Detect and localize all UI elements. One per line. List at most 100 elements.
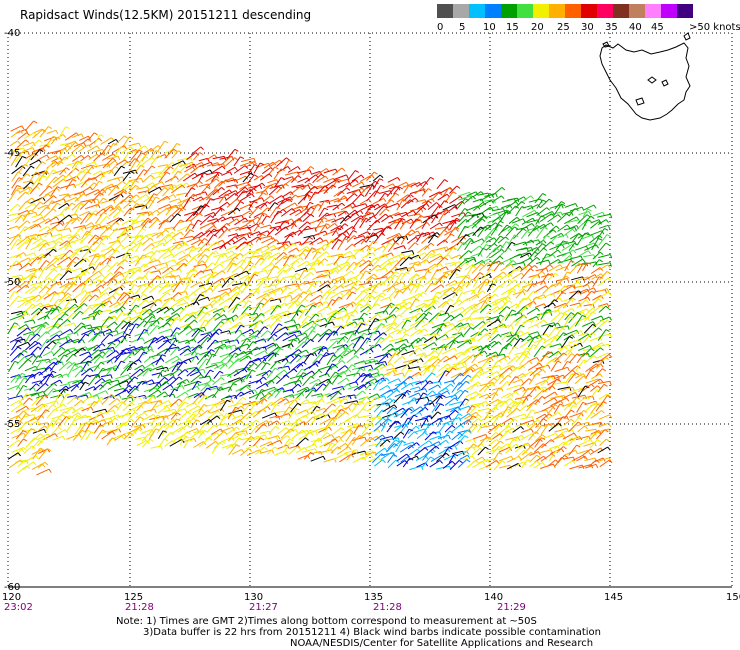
wind-barb-tick bbox=[493, 243, 498, 247]
wind-barb bbox=[381, 215, 391, 223]
wind-barb bbox=[239, 244, 249, 252]
wind-barb-tick bbox=[198, 344, 203, 349]
wind-barb-tick bbox=[507, 355, 511, 360]
wind-barb bbox=[255, 233, 263, 243]
wind-barb-tick bbox=[167, 340, 172, 344]
wind-barb-tick bbox=[145, 205, 148, 210]
wind-barb bbox=[71, 271, 84, 280]
wind-barb bbox=[526, 219, 538, 224]
wind-barb bbox=[528, 251, 536, 260]
wind-barb bbox=[16, 341, 29, 348]
wind-barb bbox=[192, 294, 201, 306]
wind-barb-tick bbox=[557, 214, 562, 218]
wind-barb-tick bbox=[254, 273, 259, 277]
wind-barb-tick bbox=[541, 215, 546, 218]
wind-barb bbox=[128, 142, 140, 147]
wind-barb bbox=[582, 280, 593, 288]
wind-barb bbox=[399, 333, 407, 342]
wind-barb bbox=[408, 274, 416, 286]
wind-barb-tick bbox=[358, 189, 362, 194]
wind-barb-tick bbox=[505, 236, 509, 240]
wind-barb-tick bbox=[197, 346, 202, 350]
wind-barb-tick bbox=[515, 333, 520, 337]
wind-barb bbox=[302, 267, 315, 273]
wind-barb-tick bbox=[248, 306, 252, 310]
wind-barb-tick bbox=[324, 258, 329, 262]
wind-barb-tick bbox=[259, 222, 265, 226]
wind-barb bbox=[141, 220, 149, 229]
wind-barb bbox=[88, 210, 97, 217]
wind-barb bbox=[561, 249, 574, 257]
wind-barb bbox=[394, 305, 405, 313]
wind-barb-tick bbox=[181, 184, 186, 189]
wind-barb bbox=[85, 203, 99, 210]
wind-barb bbox=[43, 279, 53, 288]
wind-barb-tick bbox=[471, 278, 476, 282]
wind-barb bbox=[108, 228, 117, 238]
wind-barb-tick bbox=[96, 145, 100, 150]
wind-barb-tick bbox=[494, 293, 499, 297]
wind-barb bbox=[297, 225, 309, 236]
wind-barb bbox=[156, 266, 167, 271]
wind-barb-tick bbox=[82, 347, 86, 352]
wind-barb bbox=[301, 320, 314, 329]
wind-barb bbox=[399, 256, 410, 267]
wind-barb bbox=[191, 346, 199, 356]
wind-barb bbox=[359, 303, 369, 309]
wind-barb-tick bbox=[34, 236, 38, 241]
wind-barb bbox=[64, 281, 74, 288]
wind-barb bbox=[462, 237, 471, 246]
wind-barb-tick bbox=[577, 281, 581, 286]
wind-barbs bbox=[7, 120, 613, 476]
wind-barb-tick bbox=[495, 193, 498, 198]
wind-barb-tick bbox=[283, 286, 287, 290]
wind-barb-tick bbox=[67, 194, 71, 198]
wind-barb-tick bbox=[85, 270, 90, 274]
wind-barb bbox=[477, 316, 489, 320]
wind-barb bbox=[466, 205, 478, 212]
wind-barb-tick bbox=[265, 270, 269, 275]
wind-barb bbox=[414, 317, 425, 328]
wind-barb-tick bbox=[342, 337, 346, 342]
wind-barb bbox=[24, 154, 33, 167]
wind-barb bbox=[105, 143, 114, 155]
wind-barb bbox=[253, 174, 262, 181]
wind-barb bbox=[533, 280, 544, 285]
wind-barb bbox=[597, 288, 608, 293]
wind-barb bbox=[186, 183, 196, 188]
wind-barb bbox=[577, 214, 588, 225]
wind-barb-tick bbox=[305, 321, 310, 326]
wind-barb-tick bbox=[455, 219, 460, 223]
wind-barb bbox=[382, 242, 390, 253]
wind-barb-tick bbox=[176, 347, 181, 351]
wind-barb bbox=[575, 245, 587, 251]
wind-barb-tick bbox=[246, 338, 251, 341]
wind-barb-tick bbox=[169, 272, 173, 276]
wind-barb-tick bbox=[424, 317, 429, 321]
wind-barb-tick bbox=[45, 260, 50, 264]
wind-barb bbox=[421, 198, 433, 204]
wind-barb-tick bbox=[554, 336, 558, 340]
wind-barb-tick bbox=[24, 164, 29, 167]
wind-barb bbox=[554, 201, 562, 210]
wind-barb-tick bbox=[180, 219, 185, 223]
wind-barb-tick bbox=[600, 315, 604, 320]
wind-barb-tick bbox=[290, 354, 295, 358]
wind-barb bbox=[456, 366, 467, 370]
wind-barb bbox=[582, 321, 594, 327]
wind-barb-tick bbox=[326, 212, 331, 216]
wind-barb bbox=[79, 351, 89, 357]
wind-barb-tick bbox=[242, 299, 247, 304]
wind-barb-tick bbox=[251, 189, 254, 194]
wind-barb-tick bbox=[246, 270, 250, 275]
wind-barb-tick bbox=[459, 261, 463, 266]
wind-barb bbox=[120, 226, 129, 236]
wind-barb bbox=[319, 321, 333, 328]
wind-barb bbox=[52, 273, 60, 281]
wind-barb-tick bbox=[411, 344, 415, 350]
wind-barb-tick bbox=[297, 175, 302, 179]
wind-barb-tick bbox=[95, 234, 100, 238]
wind-barb bbox=[581, 219, 589, 230]
wind-barb-tick bbox=[229, 277, 234, 281]
wind-barb-tick bbox=[184, 277, 188, 281]
